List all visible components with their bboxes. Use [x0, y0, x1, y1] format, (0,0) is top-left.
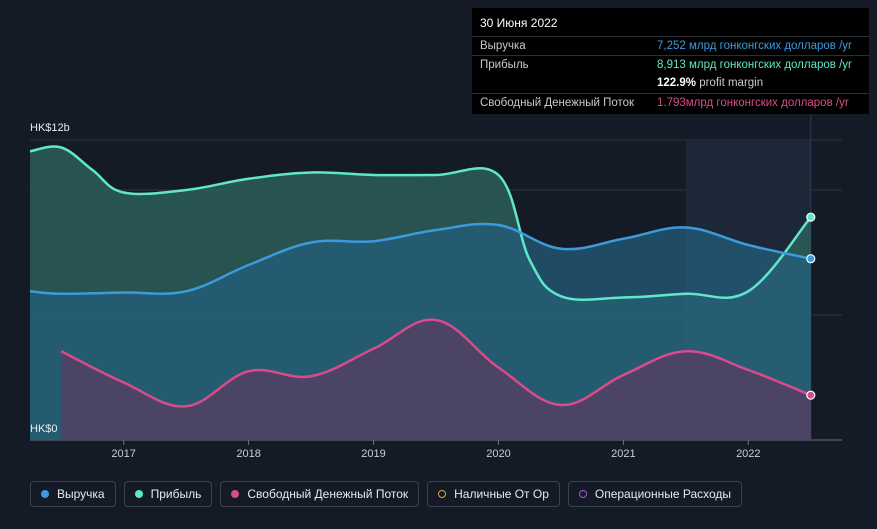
series-lines — [29, 145, 812, 408]
tooltip-value-revenue: 7,252 млрд гонконгских долларов /yr — [657, 40, 852, 52]
legend-item-revenue[interactable]: Выручка — [30, 481, 116, 507]
tooltip-margin-text: profit margin — [696, 77, 764, 89]
legend-item-cash-from-ops[interactable]: Наличные От Ор — [427, 481, 560, 507]
legend-label-opex: Операционные Расходы — [594, 487, 732, 501]
x-tick-label: 2021 — [611, 448, 635, 460]
tooltip-label-revenue: Выручка — [480, 40, 526, 52]
y-bottom-label: HK$0 — [30, 423, 58, 435]
tooltip-row-profit: Прибыль 8,913 млрд гонконгских долларов … — [472, 55, 869, 75]
legend-dot-opex — [578, 490, 587, 498]
legend-label-cash-from-ops: Наличные От Ор — [454, 487, 549, 501]
tooltip-row-revenue: Выручка 7,252 млрд гонконгских долларов … — [472, 36, 869, 56]
legend-item-fcf[interactable]: Свободный Денежный Поток — [220, 481, 420, 507]
tooltip-value-fcf: 1.793млрд гонконгских долларов /yr — [657, 97, 849, 109]
tooltip-label-profit: Прибыль — [480, 59, 529, 71]
tooltip-value-profit: 8,913 млрд гонконгских долларов /yr — [657, 59, 852, 71]
x-tick-label: 2018 — [236, 448, 260, 460]
x-tick-label: 2019 — [361, 448, 385, 460]
x-tick-label: 2020 — [486, 448, 510, 460]
tooltip-label-fcf: Свободный Денежный Поток — [480, 97, 635, 109]
fcf-marker — [806, 390, 816, 400]
y-top-label: HK$12b — [30, 122, 70, 134]
x-tick-label: 2022 — [736, 448, 760, 460]
series-areas — [30, 146, 811, 440]
legend-item-profit[interactable]: Прибыль — [123, 481, 213, 507]
legend-label-revenue: Выручка — [57, 487, 105, 501]
tooltip-row-fcf: Свободный Денежный Поток 1.793млрд гонко… — [472, 93, 869, 113]
legend-label-profit: Прибыль — [150, 487, 202, 501]
tooltip-margin-value: 122.9% — [657, 77, 697, 89]
x-axis: 2017 2018 2019 2020 2021 2022 — [111, 440, 761, 460]
legend-dot-fcf — [231, 490, 240, 498]
tooltip-row-margin: 122.9% profit margin — [472, 74, 869, 93]
legend-dot-revenue — [41, 490, 49, 498]
legend-dot-profit — [134, 490, 143, 498]
legend-item-opex[interactable]: Операционные Расходы — [567, 481, 743, 507]
fcf-area — [61, 319, 811, 440]
legend-label-fcf: Свободный Денежный Поток — [247, 487, 409, 501]
profit-marker — [806, 212, 816, 222]
revenue-marker — [806, 254, 816, 264]
profit-line — [29, 145, 812, 301]
tooltip-margin: 122.9% profit margin — [657, 77, 763, 89]
legend: Выручка Прибыль Свободный Денежный Поток… — [30, 481, 743, 507]
tooltip-date: 30 Июня 2022 — [480, 16, 558, 30]
revenue-line — [29, 222, 812, 296]
legend-dot-cash-from-ops — [438, 490, 447, 498]
series-markers — [806, 212, 816, 400]
tooltip: 30 Июня 2022 Выручка 7,252 млрд гонконгс… — [472, 8, 869, 114]
fcf-line — [60, 318, 812, 408]
x-tick-label: 2017 — [111, 448, 135, 460]
